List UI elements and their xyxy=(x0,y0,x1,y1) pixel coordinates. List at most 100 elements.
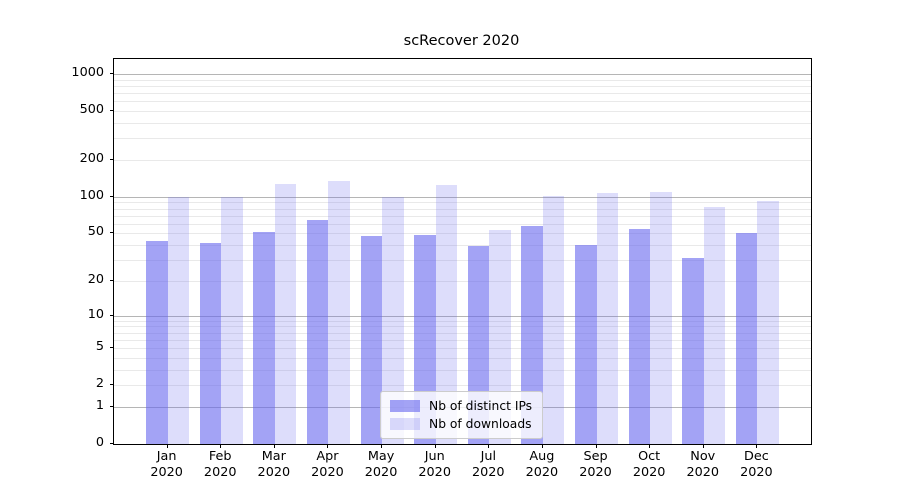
minor-gridline xyxy=(114,202,811,204)
legend-label-distinct-ips: Nb of distinct IPs xyxy=(429,399,533,413)
legend-item-distinct-ips: Nb of distinct IPs xyxy=(390,397,532,415)
bar-nb-of-distinct-ips-dec xyxy=(735,233,758,444)
bar-nb-of-downloads-may xyxy=(382,196,404,444)
legend-label-downloads: Nb of downloads xyxy=(429,417,532,431)
y-tick-label-5: 5 xyxy=(95,339,104,355)
x-tick-oct xyxy=(649,444,651,448)
x-tick-label-jun: Jun 2020 xyxy=(418,449,451,480)
minor-gridline xyxy=(114,260,811,262)
minor-gridline xyxy=(114,223,811,225)
bar-nb-of-distinct-ips-feb xyxy=(199,242,222,444)
y-tick-label-0: 0 xyxy=(95,435,104,450)
minor-gridline xyxy=(114,93,811,95)
major-gridline xyxy=(114,196,811,198)
chart-title: scRecover 2020 xyxy=(403,33,520,49)
y-tick-50 xyxy=(110,232,114,234)
bar-nb-of-downloads-dec xyxy=(757,200,779,444)
minor-gridline xyxy=(114,320,811,322)
minor-gridline xyxy=(114,385,811,387)
minor-gridline xyxy=(114,348,811,350)
minor-gridline xyxy=(114,101,811,103)
x-tick-feb xyxy=(220,444,222,448)
y-tick-5 xyxy=(110,347,114,349)
x-tick-label-sep: Sep 2020 xyxy=(579,449,612,480)
y-tick-1 xyxy=(110,405,114,407)
y-tick-label-1000: 1000 xyxy=(71,65,104,81)
bar-nb-of-downloads-nov xyxy=(703,207,726,444)
y-tick-label-500: 500 xyxy=(79,102,104,118)
minor-gridline xyxy=(114,339,811,341)
x-tick-label-feb: Feb 2020 xyxy=(203,449,237,480)
y-tick-200 xyxy=(110,159,114,161)
bar-nb-of-downloads-sep xyxy=(596,193,619,444)
minor-gridline xyxy=(114,280,811,282)
y-tick-label-100: 100 xyxy=(79,187,104,203)
bar-nb-of-downloads-jul xyxy=(489,230,511,444)
x-tick-apr xyxy=(327,444,329,448)
x-tick-label-nov: Nov 2020 xyxy=(686,449,720,480)
minor-gridline xyxy=(114,208,811,210)
minor-gridline xyxy=(114,245,811,247)
bar-nb-of-downloads-jun xyxy=(435,184,458,444)
y-tick-500 xyxy=(110,110,114,112)
x-tick-label-oct: Oct 2020 xyxy=(632,449,666,480)
bar-nb-of-downloads-feb xyxy=(221,196,243,444)
major-gridline xyxy=(114,315,811,317)
minor-gridline xyxy=(114,233,811,235)
x-tick-label-mar: Mar 2020 xyxy=(257,449,291,480)
legend-swatch-distinct-ips xyxy=(390,400,420,412)
bar-nb-of-downloads-jan xyxy=(167,196,190,444)
x-tick-label-dec: Dec 2020 xyxy=(740,449,773,480)
y-tick-label-200: 200 xyxy=(79,151,104,167)
x-tick-jan xyxy=(166,444,168,448)
bar-nb-of-distinct-ips-aug xyxy=(521,225,543,444)
x-tick-label-jul: Jul 2020 xyxy=(472,449,505,480)
x-tick-sep xyxy=(595,444,597,448)
x-tick-label-aug: Aug 2020 xyxy=(525,449,559,480)
x-tick-label-jan: Jan 2020 xyxy=(150,449,183,480)
bar-nb-of-downloads-mar xyxy=(274,184,297,444)
minor-gridline xyxy=(114,160,811,162)
minor-gridline xyxy=(114,138,811,140)
bar-nb-of-distinct-ips-may xyxy=(360,235,383,444)
legend-item-downloads: Nb of downloads xyxy=(390,415,532,433)
major-gridline xyxy=(114,74,811,76)
bar-nb-of-distinct-ips-sep xyxy=(575,245,597,444)
minor-gridline xyxy=(114,369,811,371)
minor-gridline xyxy=(114,357,811,359)
y-tick-label-20: 20 xyxy=(87,271,104,287)
minor-gridline xyxy=(114,326,811,328)
x-tick-jun xyxy=(434,444,436,448)
y-tick-2 xyxy=(110,384,114,386)
x-tick-jul xyxy=(488,444,490,448)
minor-gridline xyxy=(114,111,811,113)
y-tick-label-1: 1 xyxy=(95,397,104,413)
bar-nb-of-downloads-aug xyxy=(542,196,565,444)
legend-swatch-downloads xyxy=(390,418,420,430)
plot-area: Nb of distinct IPs Nb of downloads xyxy=(113,58,812,445)
y-tick-20 xyxy=(110,279,114,281)
x-tick-aug xyxy=(541,444,543,448)
bar-nb-of-distinct-ips-jan xyxy=(146,241,168,444)
x-tick-dec xyxy=(756,444,758,448)
x-tick-nov xyxy=(702,444,704,448)
y-tick-0 xyxy=(110,443,114,444)
x-tick-label-may: May 2020 xyxy=(364,449,398,480)
minor-gridline xyxy=(114,332,811,334)
minor-gridline xyxy=(114,123,811,125)
y-tick-100 xyxy=(110,195,114,197)
minor-gridline xyxy=(114,85,811,87)
x-tick-label-apr: Apr 2020 xyxy=(311,449,344,480)
bar-nb-of-distinct-ips-mar xyxy=(253,232,275,444)
y-tick-label-10: 10 xyxy=(87,306,104,322)
bar-nb-of-distinct-ips-apr xyxy=(306,219,329,444)
y-tick-label-50: 50 xyxy=(87,224,104,240)
bar-nb-of-distinct-ips-oct xyxy=(628,229,651,444)
minor-gridline xyxy=(114,215,811,217)
x-tick-may xyxy=(381,444,383,448)
y-tick-10 xyxy=(110,314,114,316)
x-tick-mar xyxy=(273,444,275,448)
bar-nb-of-downloads-apr xyxy=(328,181,350,444)
minor-gridline xyxy=(114,79,811,81)
